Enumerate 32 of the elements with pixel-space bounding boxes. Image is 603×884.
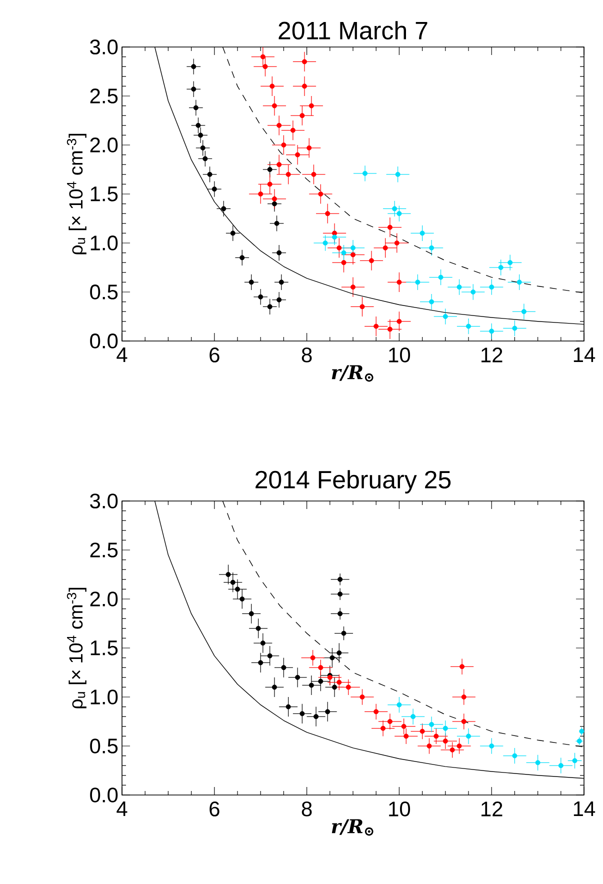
y-tick-label: 2.0 (90, 592, 118, 606)
y-tick-label: 1.5 (90, 186, 118, 202)
y-tick-label: 3.0 (90, 494, 118, 508)
x-axis-title: r/R$_{⊙}$ (332, 819, 374, 836)
x-axis-title: r/R$_{⊙}$ (332, 365, 374, 382)
x-tick-label: 6 (210, 348, 220, 362)
y-axis-title: ρ$_{u}$ [× 10$^{4}$ cm$^{-3}$] (66, 588, 86, 708)
y-tick-label: 2.5 (90, 542, 118, 558)
x-tick-label: 6 (210, 802, 220, 816)
x-tick-label: 10 (389, 802, 410, 816)
chart-title: 2014 February 25 (256, 470, 451, 494)
x-tick-label: 14 (574, 802, 596, 816)
y-tick-label: 0.0 (90, 334, 118, 348)
x-tick-label: 14 (574, 348, 596, 362)
y-tick-label: 1.0 (90, 690, 118, 704)
y-tick-label: 0.5 (90, 284, 118, 300)
y-tick-label: 0.5 (90, 738, 118, 754)
x-tick-label: 12 (482, 348, 502, 362)
y-axis-title: ρ$_{u}$ [× 10$^{4}$ cm$^{-3}$] (66, 134, 86, 254)
x-tick-label: 12 (482, 802, 502, 816)
x-tick-label: 8 (302, 348, 312, 362)
x-tick-label: 10 (389, 348, 410, 362)
y-tick-label: 0.0 (90, 788, 118, 802)
chart-title: 2011 March 7 (278, 21, 428, 40)
y-tick-label: 2.0 (90, 138, 118, 152)
x-tick-label: 8 (302, 802, 312, 816)
y-tick-label: 3.0 (90, 40, 118, 54)
y-tick-label: 2.5 (90, 88, 118, 104)
x-tick-label: 4 (116, 802, 128, 816)
y-tick-label: 1.0 (90, 236, 118, 250)
y-tick-label: 1.5 (90, 640, 118, 656)
x-tick-label: 4 (116, 348, 128, 362)
